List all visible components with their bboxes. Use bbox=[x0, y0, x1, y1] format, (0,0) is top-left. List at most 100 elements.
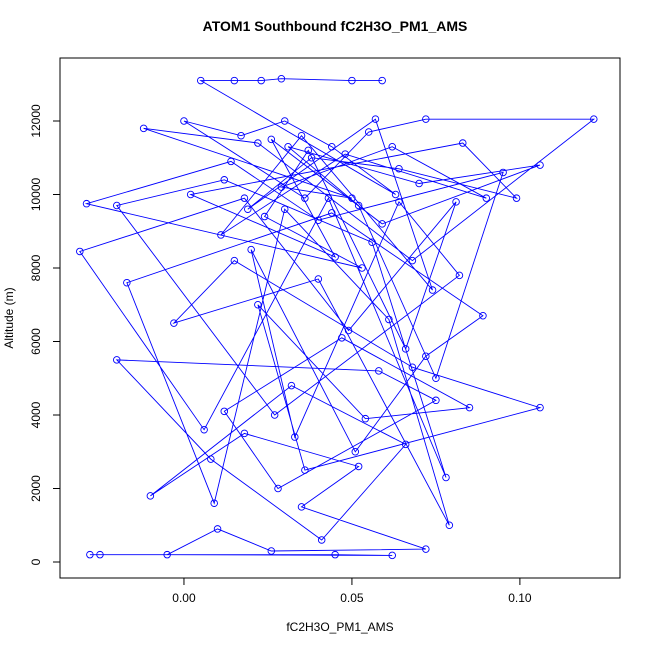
data-point bbox=[415, 179, 423, 188]
y-tick-label: 6000 bbox=[29, 328, 43, 355]
data-point bbox=[82, 199, 91, 208]
data-point bbox=[270, 411, 279, 419]
data-point bbox=[401, 345, 410, 353]
x-tick-label: 0.00 bbox=[172, 591, 196, 605]
data-point bbox=[375, 367, 383, 375]
data-point bbox=[459, 139, 467, 147]
data-point bbox=[301, 194, 309, 202]
data-point bbox=[388, 142, 396, 151]
data-point bbox=[146, 492, 155, 500]
data-point bbox=[422, 352, 430, 360]
data-point bbox=[428, 286, 437, 294]
data-point bbox=[432, 396, 440, 405]
data-point bbox=[217, 231, 225, 239]
data-point bbox=[364, 128, 373, 136]
data-point bbox=[180, 117, 188, 125]
y-tick-label: 10000 bbox=[29, 177, 43, 211]
data-point bbox=[291, 433, 299, 441]
data-point bbox=[220, 176, 229, 184]
data-point bbox=[328, 142, 336, 151]
data-point bbox=[301, 466, 309, 474]
data-point bbox=[536, 403, 544, 412]
data-point bbox=[186, 190, 195, 199]
data-point bbox=[388, 551, 396, 560]
data-point bbox=[230, 76, 239, 85]
data-point bbox=[338, 334, 346, 342]
data-point bbox=[385, 315, 393, 324]
data-point bbox=[267, 547, 276, 555]
data-point bbox=[348, 194, 356, 202]
data-point bbox=[297, 503, 306, 511]
data-point bbox=[368, 238, 376, 247]
data-point bbox=[445, 521, 454, 530]
data-point bbox=[465, 403, 474, 412]
data-point bbox=[442, 473, 450, 482]
chart-title: ATOM1 Southbound fC2H3O_PM1_AMS bbox=[203, 18, 468, 34]
data-point bbox=[361, 414, 370, 423]
data-point bbox=[240, 194, 249, 202]
data-point bbox=[512, 194, 521, 202]
data-point bbox=[328, 209, 336, 217]
data-point bbox=[213, 525, 222, 533]
data-point bbox=[354, 201, 363, 210]
data-point bbox=[422, 115, 430, 123]
data-point bbox=[280, 117, 289, 125]
data-point bbox=[358, 264, 366, 272]
data-point bbox=[341, 150, 349, 158]
data-point bbox=[207, 455, 215, 463]
data-point bbox=[401, 440, 410, 449]
data-point bbox=[230, 256, 239, 265]
data-point bbox=[422, 545, 430, 553]
data-point bbox=[344, 326, 353, 335]
data-point bbox=[254, 139, 262, 147]
data-point bbox=[247, 245, 255, 254]
data-point bbox=[200, 425, 208, 434]
data-point bbox=[408, 256, 417, 265]
data-point bbox=[479, 312, 487, 320]
data-point bbox=[240, 429, 249, 438]
data-point bbox=[123, 278, 131, 287]
data-point bbox=[257, 76, 265, 85]
data-point bbox=[280, 205, 289, 213]
data-point bbox=[267, 135, 276, 144]
data-point bbox=[139, 124, 148, 133]
data-point bbox=[378, 220, 386, 228]
data-point bbox=[395, 198, 403, 206]
data-point bbox=[378, 76, 386, 85]
data-point bbox=[96, 550, 104, 559]
data-point bbox=[86, 550, 94, 559]
x-tick-label: 0.05 bbox=[340, 591, 364, 605]
data-point bbox=[307, 153, 316, 162]
data-point bbox=[254, 301, 262, 309]
data-point bbox=[197, 76, 205, 85]
data-point bbox=[274, 484, 282, 493]
data-point bbox=[324, 194, 333, 202]
data-point bbox=[277, 74, 286, 83]
data-point bbox=[277, 183, 286, 191]
data-point bbox=[227, 157, 235, 166]
data-point bbox=[237, 131, 245, 140]
data-point bbox=[163, 550, 171, 559]
data-point bbox=[590, 115, 598, 123]
y-tick-label: 2000 bbox=[29, 475, 43, 502]
data-point bbox=[455, 271, 464, 280]
data-point bbox=[260, 212, 269, 221]
data-point bbox=[331, 253, 339, 261]
data-point bbox=[395, 165, 403, 173]
data-point bbox=[452, 198, 460, 206]
data-point bbox=[348, 76, 356, 85]
data-point bbox=[113, 356, 121, 364]
data-point bbox=[314, 216, 323, 224]
x-tick-label: 0.10 bbox=[508, 591, 532, 605]
data-point bbox=[354, 462, 363, 471]
data-point bbox=[317, 536, 326, 544]
data-point bbox=[499, 168, 507, 177]
data-point bbox=[482, 194, 491, 202]
data-point bbox=[351, 448, 360, 456]
data-point bbox=[297, 131, 306, 140]
data-point bbox=[536, 161, 544, 169]
data-point bbox=[391, 190, 400, 199]
data-point bbox=[220, 407, 229, 416]
